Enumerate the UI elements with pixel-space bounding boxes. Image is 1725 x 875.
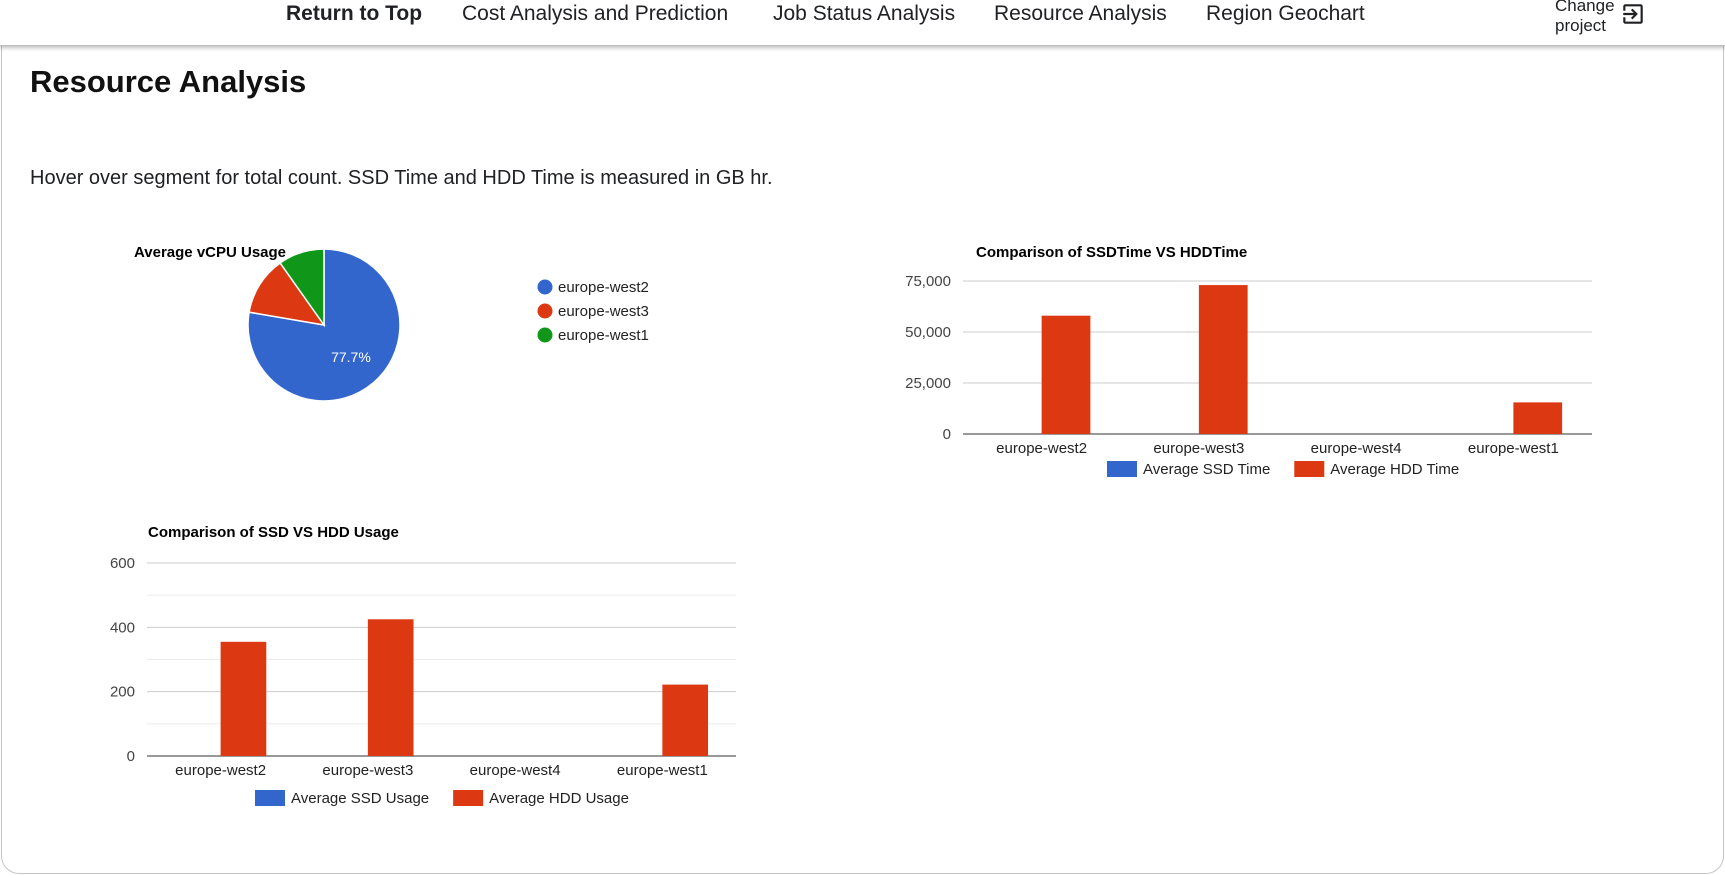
y-tick-label: 400 — [110, 619, 135, 636]
y-tick-label: 75,000 — [905, 273, 951, 290]
ssdtime-vs-hddtime-bar-chart: Comparison of SSDTime VS HDDTime 0 25,000… — [905, 244, 1592, 478]
legend-marker — [537, 327, 553, 343]
bar[interactable] — [1513, 402, 1563, 434]
pie-slice-label: 77.7% — [331, 349, 371, 365]
nav-cost-analysis[interactable]: Cost Analysis and Prediction — [462, 2, 729, 25]
y-tick-label: 0 — [127, 748, 135, 765]
legend-label: Average SSD Time — [1143, 461, 1270, 478]
exit-to-app-icon — [1623, 4, 1643, 24]
change-project-button[interactable]: Change project — [1555, 0, 1645, 36]
bar[interactable] — [662, 684, 709, 756]
page-title: Resource Analysis — [30, 64, 307, 99]
bar[interactable] — [220, 641, 267, 756]
x-tick-label: europe-west3 — [322, 762, 413, 779]
legend-marker — [537, 279, 553, 295]
bar[interactable] — [367, 619, 414, 756]
chart-title: Average vCPU Usage — [134, 244, 286, 261]
y-tick-label: 25,000 — [905, 375, 951, 392]
y-tick-label: 50,000 — [905, 324, 951, 341]
x-tick-label: europe-west1 — [617, 762, 708, 779]
pie-slice[interactable] — [248, 261, 326, 327]
change-project-label: Change project — [1555, 0, 1615, 35]
bar[interactable] — [1198, 285, 1248, 434]
bar[interactable] — [1041, 315, 1091, 434]
ssd-vs-hdd-usage-bar-chart: Comparison of SSD VS HDD Usage 0 200 400 60… — [110, 524, 736, 807]
resource-analysis-panel — [1, 40, 1724, 874]
y-tick-label: 0 — [943, 426, 951, 443]
nav-return-to-top[interactable]: Return to Top — [286, 2, 423, 25]
legend-swatch — [1294, 461, 1325, 477]
chart-title: Comparison of SSD VS HDD Usage — [148, 524, 399, 541]
legend-swatch — [255, 790, 285, 806]
pie-slice[interactable] — [279, 248, 325, 328]
legend-label: Average HDD Time — [1330, 461, 1459, 478]
y-tick-label: 600 — [110, 555, 135, 572]
legend-label: europe-west3 — [558, 303, 649, 320]
legend-label: europe-west2 — [558, 279, 649, 296]
hover-hint-text: Hover over segment for total count. SSD … — [30, 167, 773, 189]
x-tick-label: europe-west2 — [996, 440, 1087, 457]
x-tick-label: europe-west3 — [1153, 440, 1244, 457]
nav-job-status-analysis[interactable]: Job Status Analysis — [773, 2, 956, 25]
x-tick-label: europe-west1 — [1468, 440, 1559, 457]
vcpu-pie-chart: Average vCPU Usage 77.7% europe-west2 eur… — [134, 244, 649, 402]
x-tick-label: europe-west2 — [175, 762, 266, 779]
top-navigation-bar: Return to Top Cost Analysis and Predicti… — [0, 0, 1725, 46]
pie-slice[interactable] — [247, 248, 401, 402]
legend-swatch — [1107, 461, 1137, 477]
legend-label: europe-west1 — [558, 327, 649, 344]
nav-resource-analysis[interactable]: Resource Analysis — [994, 2, 1167, 25]
x-tick-label: europe-west4 — [470, 762, 561, 779]
y-tick-label: 200 — [110, 684, 135, 701]
legend-swatch — [453, 790, 484, 806]
legend-label: Average HDD Usage — [489, 790, 629, 807]
nav-region-geochart[interactable]: Region Geochart — [1206, 2, 1365, 25]
legend-label: Average SSD Usage — [291, 790, 429, 807]
chart-title: Comparison of SSDTime VS HDDTime — [976, 244, 1247, 261]
legend-marker — [537, 303, 553, 319]
x-tick-label: europe-west4 — [1311, 440, 1402, 457]
